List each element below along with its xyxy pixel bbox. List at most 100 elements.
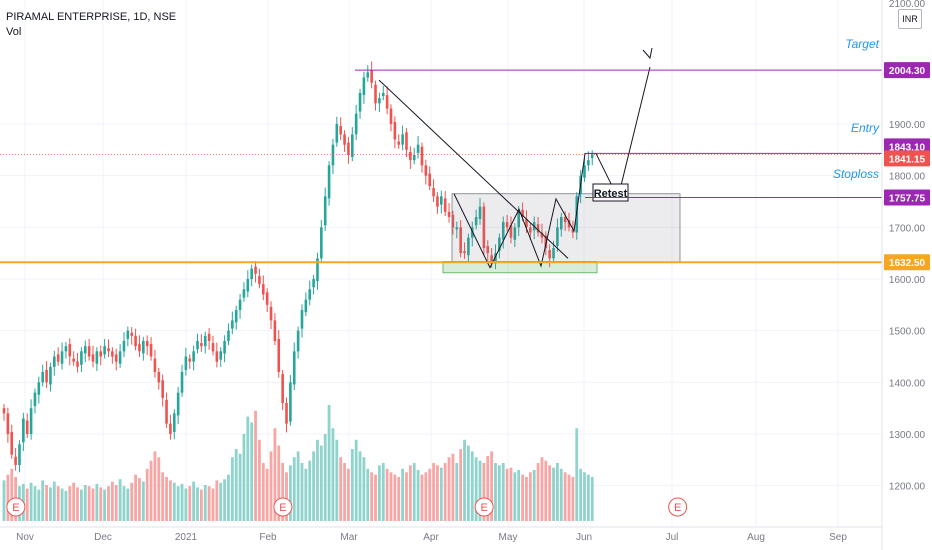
volume-bar — [579, 468, 583, 521]
candle-body — [567, 220, 571, 228]
volume-bar — [335, 439, 339, 521]
candle-body — [587, 160, 590, 166]
volume-bar — [219, 482, 223, 521]
candle-body — [351, 134, 354, 158]
volume-bar — [316, 439, 319, 521]
candle-body — [385, 95, 389, 109]
volume-bar — [459, 449, 463, 521]
candle-body — [56, 354, 60, 362]
volume-bar — [517, 469, 521, 521]
volume-bar — [583, 472, 586, 521]
candle-body — [540, 232, 544, 238]
volume-bars — [2, 405, 594, 521]
candle-body — [211, 343, 215, 352]
volume-bar — [428, 468, 432, 521]
x-tick-label: Dec — [94, 532, 112, 543]
volume-bar — [552, 467, 555, 521]
volume-bar — [107, 486, 110, 521]
candle-body — [157, 372, 161, 383]
candle-body — [490, 255, 493, 264]
candle-body — [184, 356, 188, 370]
candle-body — [474, 217, 478, 226]
candle-body — [347, 142, 350, 155]
candle-body — [107, 348, 110, 352]
candle-body — [68, 344, 72, 357]
candle-body — [83, 346, 87, 354]
candle-body — [335, 124, 339, 143]
candle-body — [103, 346, 106, 355]
candle-body — [261, 284, 265, 295]
candle-body — [234, 310, 238, 323]
volume-bar — [138, 478, 141, 521]
candle-body — [467, 237, 470, 256]
candle-body — [72, 358, 75, 362]
candle-body — [428, 173, 431, 186]
candle-body — [33, 392, 37, 407]
volume-bar — [6, 474, 10, 521]
volume-bar — [83, 485, 87, 521]
candle-body — [277, 338, 281, 372]
candle-body — [525, 219, 528, 228]
candle-body — [420, 146, 424, 166]
candle-body — [517, 211, 521, 228]
candle-body — [126, 330, 130, 339]
candle-body — [203, 335, 207, 347]
volume-bar — [436, 465, 439, 521]
candle-body — [196, 341, 199, 350]
candle-body — [327, 165, 331, 199]
volume-bar — [176, 486, 180, 521]
volume-bar — [165, 476, 168, 521]
candle-body — [6, 413, 10, 434]
candle-body — [134, 335, 137, 347]
volume-bar — [439, 467, 443, 521]
candle-body — [285, 403, 288, 424]
pattern-drawings: Retest — [378, 47, 681, 274]
candle-body — [389, 108, 393, 124]
volume-bar — [478, 460, 482, 521]
volume-bar — [424, 472, 428, 521]
volume-bar — [33, 486, 37, 521]
earnings-marker-label: E — [279, 502, 286, 514]
candle-body — [397, 141, 401, 145]
volume-bar — [227, 474, 230, 521]
volume-bar — [169, 480, 172, 521]
volume-bar — [215, 480, 219, 521]
volume-bar — [586, 474, 590, 521]
candle-body — [409, 151, 412, 161]
volume-bar — [80, 489, 83, 521]
y-tick-label: 1700.00 — [889, 223, 926, 234]
candle-body — [246, 279, 250, 292]
volume-bar — [118, 479, 122, 521]
volume-bar — [544, 460, 548, 521]
candle-body — [219, 351, 223, 360]
candle-body — [320, 227, 323, 259]
candle-body — [161, 380, 164, 398]
volume-bar — [455, 463, 459, 521]
candle-body — [300, 310, 304, 329]
candle-body — [401, 134, 404, 145]
candle-body — [343, 134, 346, 145]
volume-bar — [64, 490, 68, 521]
candle-body — [374, 84, 377, 104]
volume-bar — [130, 482, 134, 521]
candle-body — [269, 306, 273, 321]
y-tick-label: 1800.00 — [889, 172, 926, 183]
earnings-marker — [6, 497, 26, 517]
x-tick-label: Jun — [576, 532, 592, 543]
currency-badge[interactable]: INR — [898, 9, 922, 29]
candle-body — [122, 341, 126, 352]
candle-body — [559, 217, 563, 230]
earnings-marker — [668, 497, 688, 517]
volume-bar — [366, 468, 370, 521]
candle-body — [536, 224, 540, 233]
volume-bar — [76, 487, 79, 521]
candle-body — [76, 361, 79, 367]
volume-bar — [288, 465, 292, 521]
candle-body — [331, 144, 335, 166]
candle-body — [254, 266, 257, 274]
volume-bar — [126, 488, 130, 521]
candle-body — [180, 372, 184, 393]
